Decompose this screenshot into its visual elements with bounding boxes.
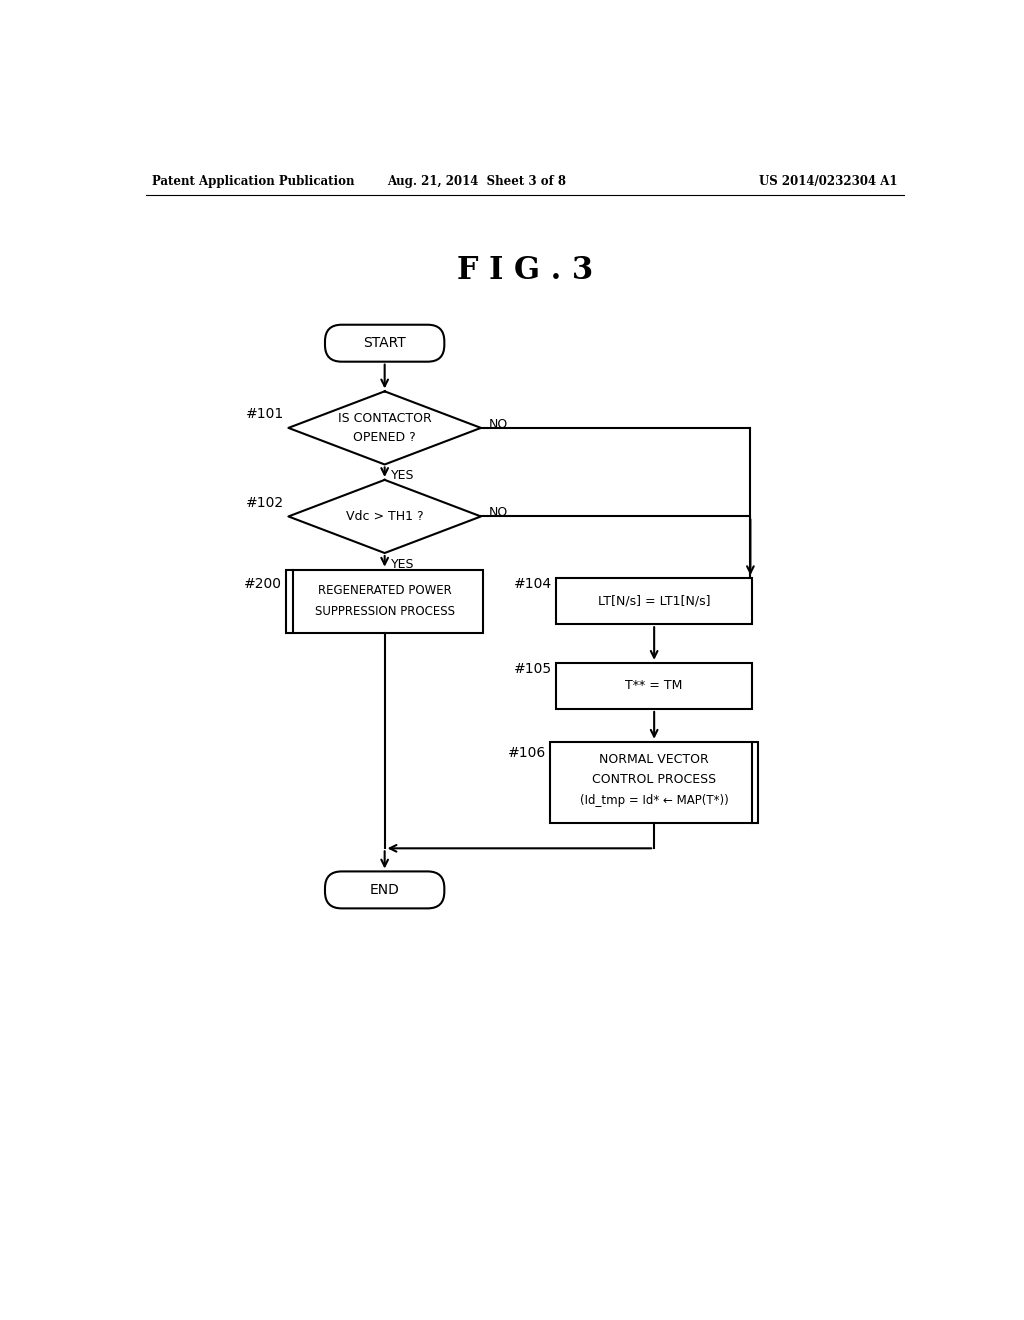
Text: YES: YES — [391, 557, 415, 570]
Text: CONTROL PROCESS: CONTROL PROCESS — [592, 772, 716, 785]
Text: #101: #101 — [246, 407, 285, 421]
Text: SUPPRESSION PROCESS: SUPPRESSION PROCESS — [314, 606, 455, 619]
Text: Aug. 21, 2014  Sheet 3 of 8: Aug. 21, 2014 Sheet 3 of 8 — [387, 176, 566, 189]
Text: US 2014/0232304 A1: US 2014/0232304 A1 — [759, 176, 897, 189]
Text: F I G . 3: F I G . 3 — [457, 255, 593, 285]
FancyBboxPatch shape — [325, 325, 444, 362]
Text: Vdc > TH1 ?: Vdc > TH1 ? — [346, 510, 424, 523]
Polygon shape — [289, 391, 481, 465]
Bar — [287, 570, 483, 632]
Text: NO: NO — [488, 506, 508, 519]
Text: START: START — [364, 337, 407, 350]
Text: LT[N/s] = LT1[N/s]: LT[N/s] = LT1[N/s] — [598, 594, 711, 607]
Text: REGENERATED POWER: REGENERATED POWER — [317, 583, 452, 597]
Text: #102: #102 — [246, 495, 285, 510]
Text: OPENED ?: OPENED ? — [353, 432, 416, 445]
Text: #106: #106 — [508, 746, 546, 760]
Text: NORMAL VECTOR: NORMAL VECTOR — [599, 752, 709, 766]
Text: NO: NO — [488, 417, 508, 430]
Text: T** = TM: T** = TM — [626, 680, 683, 693]
FancyBboxPatch shape — [325, 871, 444, 908]
Text: IS CONTACTOR: IS CONTACTOR — [338, 412, 431, 425]
Text: #104: #104 — [514, 577, 552, 591]
Text: (Id_tmp = Id* ← MAP(T*)): (Id_tmp = Id* ← MAP(T*)) — [580, 795, 728, 807]
Bar — [556, 663, 753, 709]
Polygon shape — [289, 480, 481, 553]
Text: Patent Application Publication: Patent Application Publication — [153, 176, 354, 189]
Bar — [550, 742, 758, 822]
Text: END: END — [370, 883, 399, 896]
Text: #105: #105 — [514, 661, 552, 676]
Text: #200: #200 — [244, 577, 283, 591]
Bar — [556, 578, 753, 624]
Text: YES: YES — [391, 469, 415, 482]
